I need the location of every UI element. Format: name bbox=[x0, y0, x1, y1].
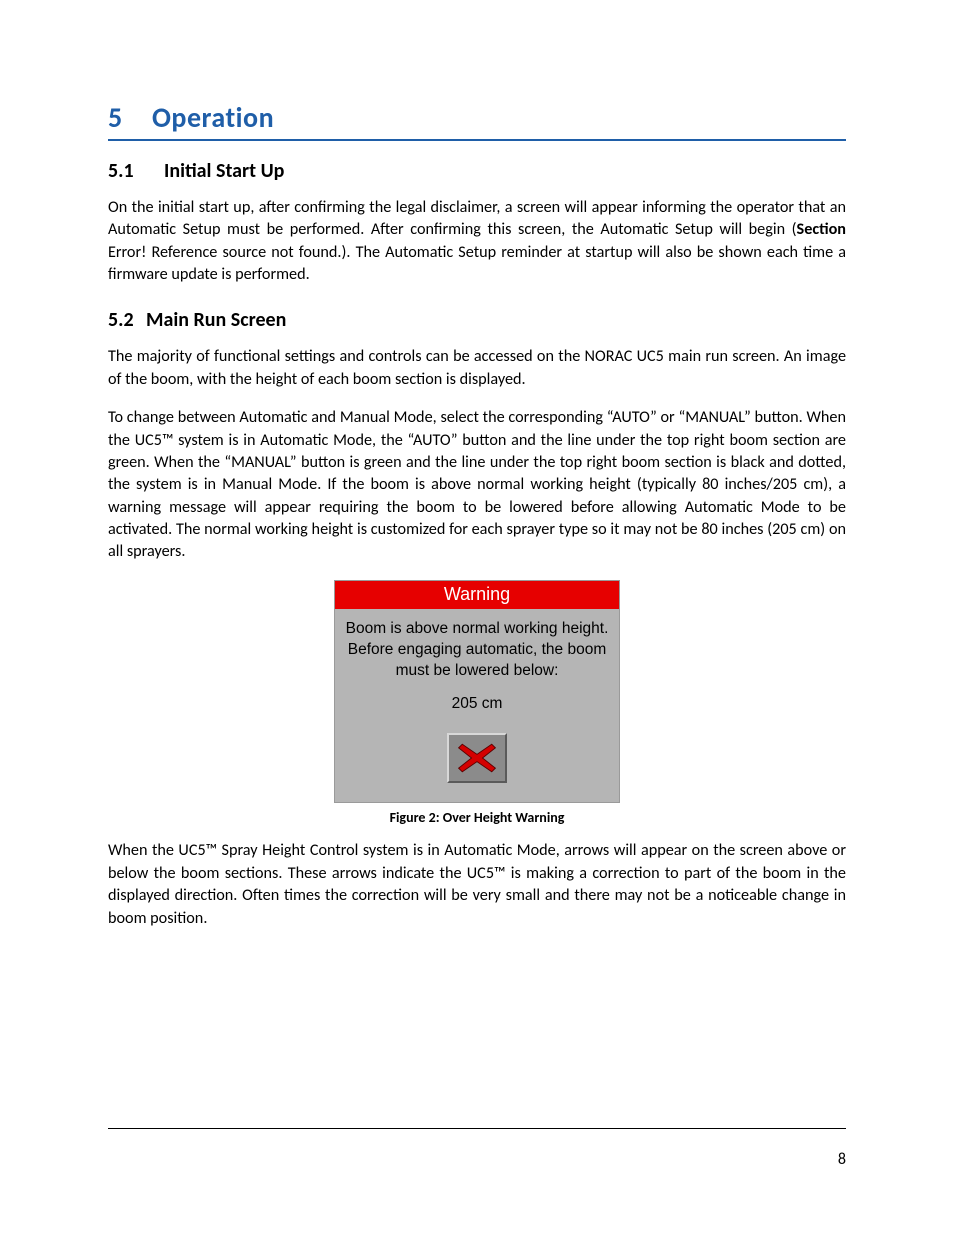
close-x-icon bbox=[449, 735, 505, 781]
para-text: On the initial start up, after confirmin… bbox=[108, 198, 846, 239]
subsection-5-1-heading: 5.1Initial Start Up bbox=[108, 159, 846, 183]
warning-dialog-buttons bbox=[335, 727, 619, 802]
para-bold: Section bbox=[797, 220, 846, 239]
paragraph-5-2-2: To change between Automatic and Manual M… bbox=[108, 407, 846, 564]
para-text: Error! Reference source not found.). The… bbox=[108, 243, 846, 284]
close-button[interactable] bbox=[447, 733, 507, 783]
section-title-text: Operation bbox=[152, 100, 274, 135]
paragraph-5-2-3: When the UC5™ Spray Height Control syste… bbox=[108, 840, 846, 929]
warning-dialog-height: 205 cm bbox=[335, 685, 619, 727]
subsection-number: 5.1 bbox=[108, 159, 164, 183]
subsection-title: Initial Start Up bbox=[164, 159, 284, 183]
page-number: 8 bbox=[838, 1150, 846, 1169]
footer-rule bbox=[108, 1128, 846, 1129]
paragraph-5-2-1: The majority of functional settings and … bbox=[108, 346, 846, 391]
section-number: 5 bbox=[108, 100, 152, 135]
section-heading: 5Operation bbox=[108, 100, 846, 141]
subsection-5-2-heading: 5.2Main Run Screen bbox=[108, 308, 846, 332]
warning-dialog-body: Boom is above normal working height. Bef… bbox=[335, 609, 619, 686]
warning-dialog: Warning Boom is above normal working hei… bbox=[334, 580, 620, 804]
figure-2: Warning Boom is above normal working hei… bbox=[108, 580, 846, 827]
page-content: 5Operation 5.1Initial Start Up On the in… bbox=[108, 100, 846, 946]
paragraph-5-1-1: On the initial start up, after confirmin… bbox=[108, 197, 846, 286]
figure-caption: Figure 2: Over Height Warning bbox=[108, 809, 846, 826]
subsection-title: Main Run Screen bbox=[146, 308, 286, 332]
subsection-number: 5.2 bbox=[108, 308, 146, 332]
warning-dialog-title: Warning bbox=[335, 581, 619, 609]
